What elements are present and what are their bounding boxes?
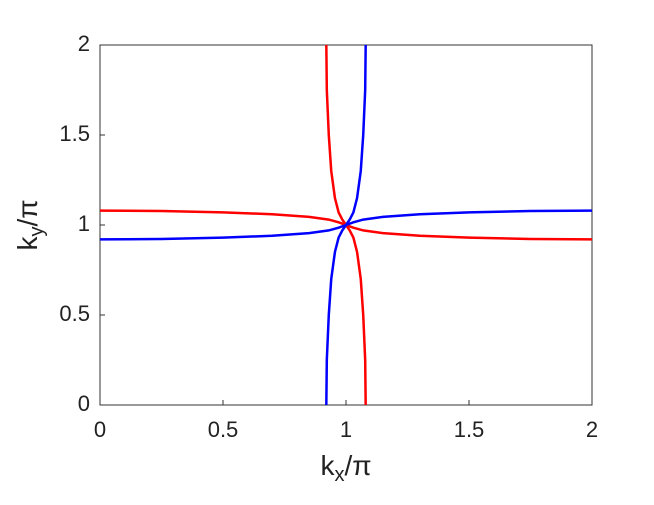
y-tick-label: 1 bbox=[78, 211, 90, 236]
x-label-main: k bbox=[320, 450, 335, 481]
y-label-sub: y bbox=[26, 227, 48, 237]
x-tick-label: 2 bbox=[586, 417, 598, 442]
y-label-main: k bbox=[12, 236, 43, 251]
y-axis-label: ky/π bbox=[12, 199, 48, 250]
x-label-tail: /π bbox=[344, 450, 371, 481]
x-tick-label: 1.5 bbox=[454, 417, 485, 442]
x-tick-label: 1 bbox=[340, 417, 352, 442]
x-axis-label: kx/π bbox=[320, 450, 371, 486]
x-tick-label: 0 bbox=[94, 417, 106, 442]
y-tick-label: 0 bbox=[78, 391, 90, 416]
y-tick-label: 1.5 bbox=[59, 121, 90, 146]
x-label-sub: x bbox=[334, 464, 344, 486]
curve bbox=[325, 44, 367, 406]
y-tick-label: 2 bbox=[78, 31, 90, 56]
y-label-tail: /π bbox=[12, 199, 43, 226]
y-tick-label: 0.5 bbox=[59, 301, 90, 326]
x-tick-label: 0.5 bbox=[208, 417, 239, 442]
